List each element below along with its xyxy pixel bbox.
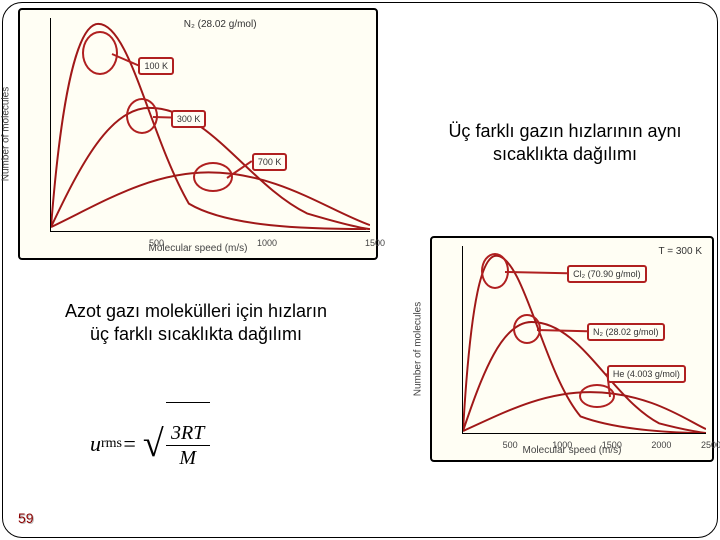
sqrt-symbol: √ xyxy=(143,433,164,456)
chart-n2-temperature-distribution: Number of molecules Molecular speed (m/s… xyxy=(18,8,378,260)
formula-numerator: 3RT xyxy=(167,423,208,445)
x-tick: 2500 xyxy=(701,440,720,450)
x-tick: 500 xyxy=(503,440,518,450)
plot-area: 100 K300 K700 K 50010001500 xyxy=(50,18,370,232)
caption-left: Azot gazı molekülleri için hızların üç f… xyxy=(56,300,336,347)
x-tick: 500 xyxy=(149,238,164,248)
callout-label-N2: N₂ (28.02 g/mol) xyxy=(587,323,665,341)
formula-var: u xyxy=(90,431,101,457)
x-tick: 1000 xyxy=(552,440,572,450)
page-number: 59 59 xyxy=(18,510,34,526)
plot-area: Cl₂ (70.90 g/mol) N₂ (28.02 g/mol) He (4.0… xyxy=(462,246,706,434)
callout-label-300K: 300 K xyxy=(171,110,207,128)
callout-label-100K: 100 K xyxy=(138,57,174,75)
callout-label-Cl2: Cl₂ (70.90 g/mol) xyxy=(567,265,647,283)
caption-right: Üç farklı gazın hızlarının aynı sıcaklık… xyxy=(430,120,700,167)
callout-label-He: He (4.003 g/mol) xyxy=(607,365,686,383)
formula-sub: rms xyxy=(101,436,122,452)
formula-fraction: 3RT M xyxy=(166,402,210,468)
chart-gases-same-temp-distribution: Number of molecules Molecular speed (m/s… xyxy=(430,236,714,462)
x-tick: 1500 xyxy=(365,238,385,248)
y-axis-label: Number of molecules xyxy=(413,302,424,396)
formula-urms: urms = √ 3RT M xyxy=(90,420,210,468)
y-axis-label: Number of molecules xyxy=(1,87,12,181)
x-tick: 1500 xyxy=(602,440,622,450)
formula-eq: = xyxy=(122,431,137,457)
formula-denominator: M xyxy=(166,445,210,468)
x-tick: 2000 xyxy=(651,440,671,450)
callout-label-700K: 700 K xyxy=(252,153,288,171)
x-tick: 1000 xyxy=(257,238,277,248)
